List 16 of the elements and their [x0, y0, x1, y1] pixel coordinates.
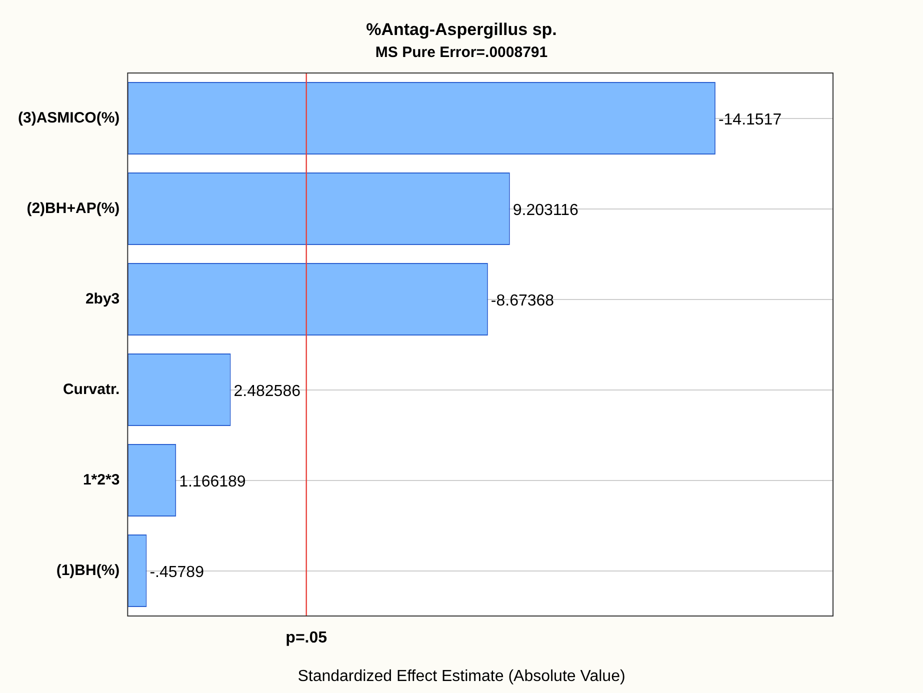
chart-subtitle: MS Pure Error=.0008791 [374, 44, 549, 61]
y-tick-label: (1)BH(%) [56, 562, 120, 579]
y-tick-label: (2)BH+AP(%) [26, 200, 120, 217]
annotation: 2.482586 [234, 383, 301, 400]
y-tick-label: 2by3 [85, 290, 120, 308]
ref-line-label: p=.05 [286, 629, 328, 646]
annotation: -8.67368 [490, 292, 554, 310]
y-tick-label: (3)ASMICO(%) [18, 109, 120, 126]
annotation: -.45789 [150, 564, 204, 582]
annotation: 9.203116 [512, 202, 579, 220]
chart-title: %Antag-Aspergillus sp. [365, 20, 558, 40]
x-axis-title: Standardized Effect Estimate (Absolute Value) [296, 668, 626, 686]
y-tick-label: 1*2*3 [82, 471, 120, 488]
text: -14.1517 [718, 112, 782, 129]
y-tick-label: Curvatr. [62, 380, 120, 398]
annotation: 1.166189 [179, 474, 246, 491]
